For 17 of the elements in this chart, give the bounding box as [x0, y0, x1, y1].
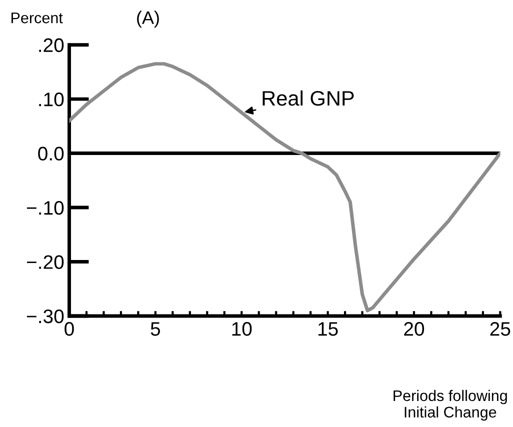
y-tick-label: .10 [39, 92, 64, 106]
x-tick-label: 10 [232, 322, 252, 336]
chart-title: (A) [137, 10, 159, 28]
x-tick-label: 20 [404, 322, 424, 336]
x-tick-label: 5 [150, 322, 160, 336]
x-axis-title: Periods following Initial Change [394, 390, 507, 421]
x-tick-label: 0 [64, 322, 74, 336]
y-tick-label: −.30 [26, 309, 64, 324]
y-tick-label: .20 [39, 38, 64, 52]
y-tick-label: −.10 [26, 200, 64, 215]
y-axis-title: Percent [12, 12, 63, 24]
y-tick-label: −.20 [26, 255, 64, 269]
x-tick-label: 25 [490, 322, 510, 336]
series-label: Real GNP [262, 90, 354, 106]
line-series [69, 62, 500, 312]
x-tick-label: 15 [318, 322, 338, 336]
y-tick-label: 0.0 [38, 146, 64, 161]
